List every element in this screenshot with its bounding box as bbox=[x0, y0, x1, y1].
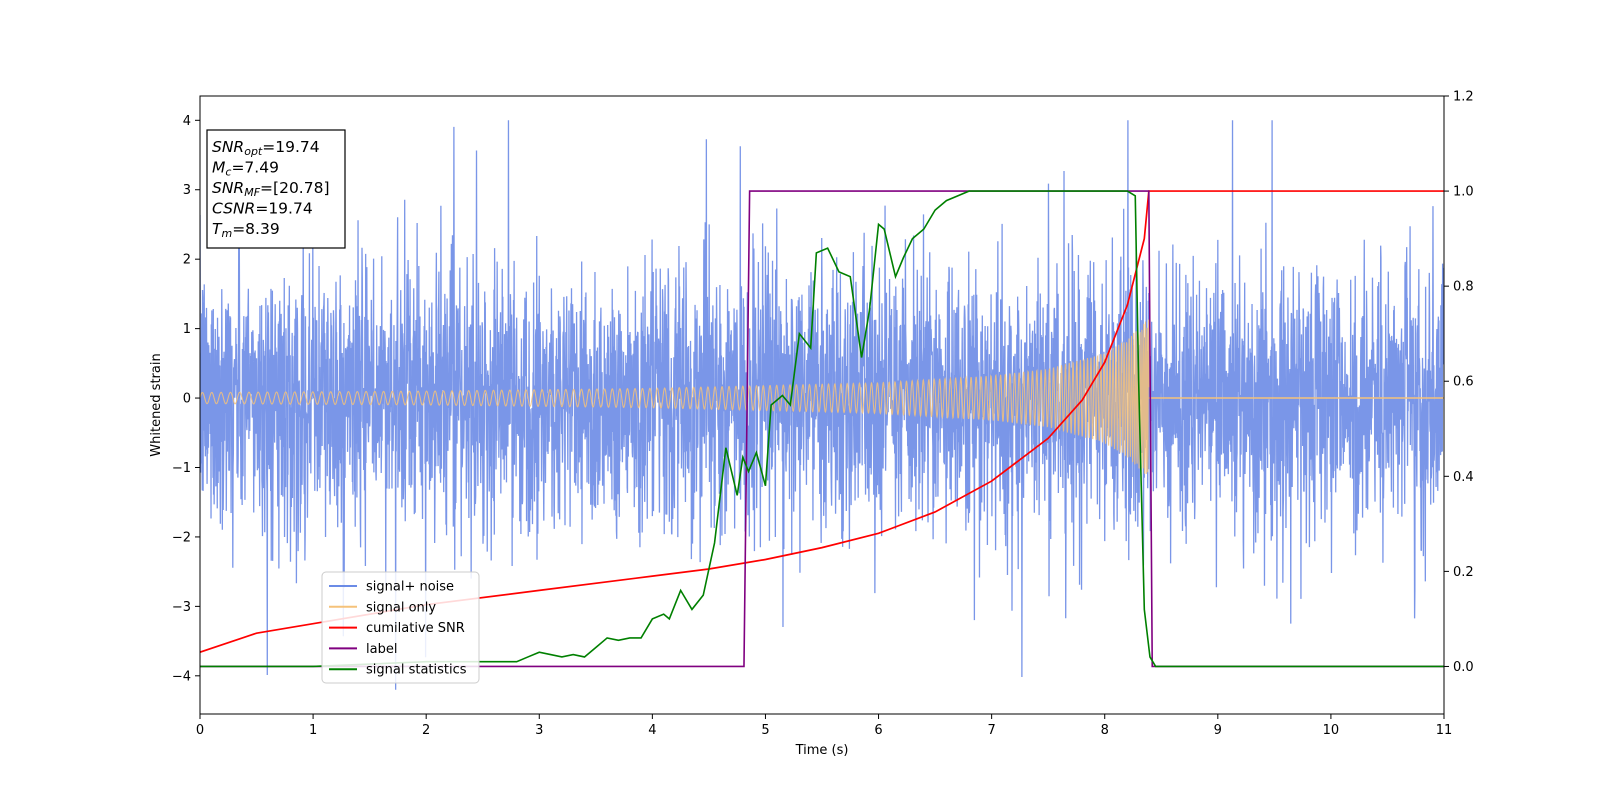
x-tick-label: 8 bbox=[1101, 723, 1109, 738]
x-tick-label: 2 bbox=[422, 723, 430, 738]
annotation-subscript: MF bbox=[244, 186, 260, 199]
y2-tick-label: 0.2 bbox=[1453, 565, 1474, 580]
annotation-value: =8.39 bbox=[232, 220, 280, 238]
legend-frame bbox=[321, 571, 480, 684]
x-tick-label: 5 bbox=[761, 723, 769, 738]
annotation-line: Mc=7.49 bbox=[212, 159, 279, 179]
x-tick-label: 4 bbox=[648, 723, 656, 738]
annotation-line: SNRopt=19.74 bbox=[212, 138, 320, 158]
annotation-line: Tm=8.39 bbox=[212, 220, 280, 240]
y-tick-label: −2 bbox=[172, 530, 191, 545]
y-tick-label: 3 bbox=[183, 183, 191, 198]
y2-tick-label: 0.4 bbox=[1453, 470, 1474, 485]
y2-tick-label: 1.0 bbox=[1453, 185, 1474, 200]
x-tick-label: 11 bbox=[1436, 723, 1453, 738]
y2-tick-label: 0.6 bbox=[1453, 375, 1474, 390]
series-signal-statistics-line bbox=[200, 190, 1444, 668]
annotation-subscript: m bbox=[221, 227, 232, 240]
x-tick-label: 3 bbox=[535, 723, 543, 738]
legend: signal+ noise signal only cumilative SNR la… bbox=[321, 571, 480, 684]
x-axis-ticks: 0 1 2 3 4 5 6 7 8 9 10 11 bbox=[196, 714, 1452, 738]
annotation-line: CSNR=19.74 bbox=[212, 200, 313, 218]
y2-axis-ticks: 1.2 1.0 0.8 0.6 0.4 0.2 0.0 bbox=[1444, 90, 1474, 675]
y2-tick-label: 1.2 bbox=[1453, 90, 1474, 105]
snr-annotation-box: SNRopt=19.74Mc=7.49SNRMF=[20.78]CSNR=19.… bbox=[206, 129, 346, 249]
y-tick-label: 2 bbox=[183, 253, 191, 268]
x-tick-label: 1 bbox=[309, 723, 317, 738]
annotation-subscript: opt bbox=[244, 145, 263, 158]
legend-label: signal statistics bbox=[366, 663, 467, 678]
annotation-value: =[20.78] bbox=[260, 179, 329, 197]
plot-frame bbox=[199, 95, 1445, 715]
annotation-symbol: M bbox=[212, 159, 225, 177]
y-tick-label: −4 bbox=[172, 669, 191, 684]
annotation-value: =7.49 bbox=[231, 159, 279, 177]
annotation-frame bbox=[206, 129, 346, 249]
x-tick-label: 6 bbox=[874, 723, 882, 738]
legend-label: signal+ noise bbox=[366, 580, 454, 595]
annotation-symbol: SNR bbox=[212, 179, 244, 197]
legend-label: label bbox=[366, 642, 397, 657]
series-signal-only-line bbox=[200, 319, 1150, 474]
x-tick-label: 10 bbox=[1323, 723, 1340, 738]
y-tick-label: 0 bbox=[183, 392, 191, 407]
annotation-value: =19.74 bbox=[262, 138, 319, 156]
annotation-subscript: c bbox=[225, 166, 231, 179]
y-tick-label: −3 bbox=[172, 600, 191, 615]
y-axis-ticks: 4 3 2 1 0 −1 −2 −3 −4 bbox=[172, 114, 200, 684]
y-tick-label: 1 bbox=[183, 322, 191, 337]
y2-tick-label: 0.8 bbox=[1453, 280, 1474, 295]
x-axis-label: Time (s) bbox=[795, 743, 849, 758]
y2-tick-label: 0.0 bbox=[1453, 660, 1474, 675]
x-tick-label: 9 bbox=[1214, 723, 1222, 738]
annotation-symbol: CSNR bbox=[212, 200, 255, 218]
y-tick-label: 4 bbox=[183, 114, 191, 129]
x-tick-label: 7 bbox=[987, 723, 995, 738]
legend-label: signal only bbox=[366, 600, 436, 615]
series-signal-plus-noise-line bbox=[200, 120, 1444, 690]
annotation-line: SNRMF=[20.78] bbox=[212, 179, 330, 199]
annotation-symbol: T bbox=[212, 220, 223, 238]
legend-label: cumilative SNR bbox=[366, 621, 465, 636]
x-tick-label: 0 bbox=[196, 723, 204, 738]
y-tick-label: −1 bbox=[172, 461, 191, 476]
annotation-symbol: SNR bbox=[212, 138, 244, 156]
annotation-value: =19.74 bbox=[255, 200, 312, 218]
y-axis-label: Whitened strain bbox=[149, 353, 164, 456]
